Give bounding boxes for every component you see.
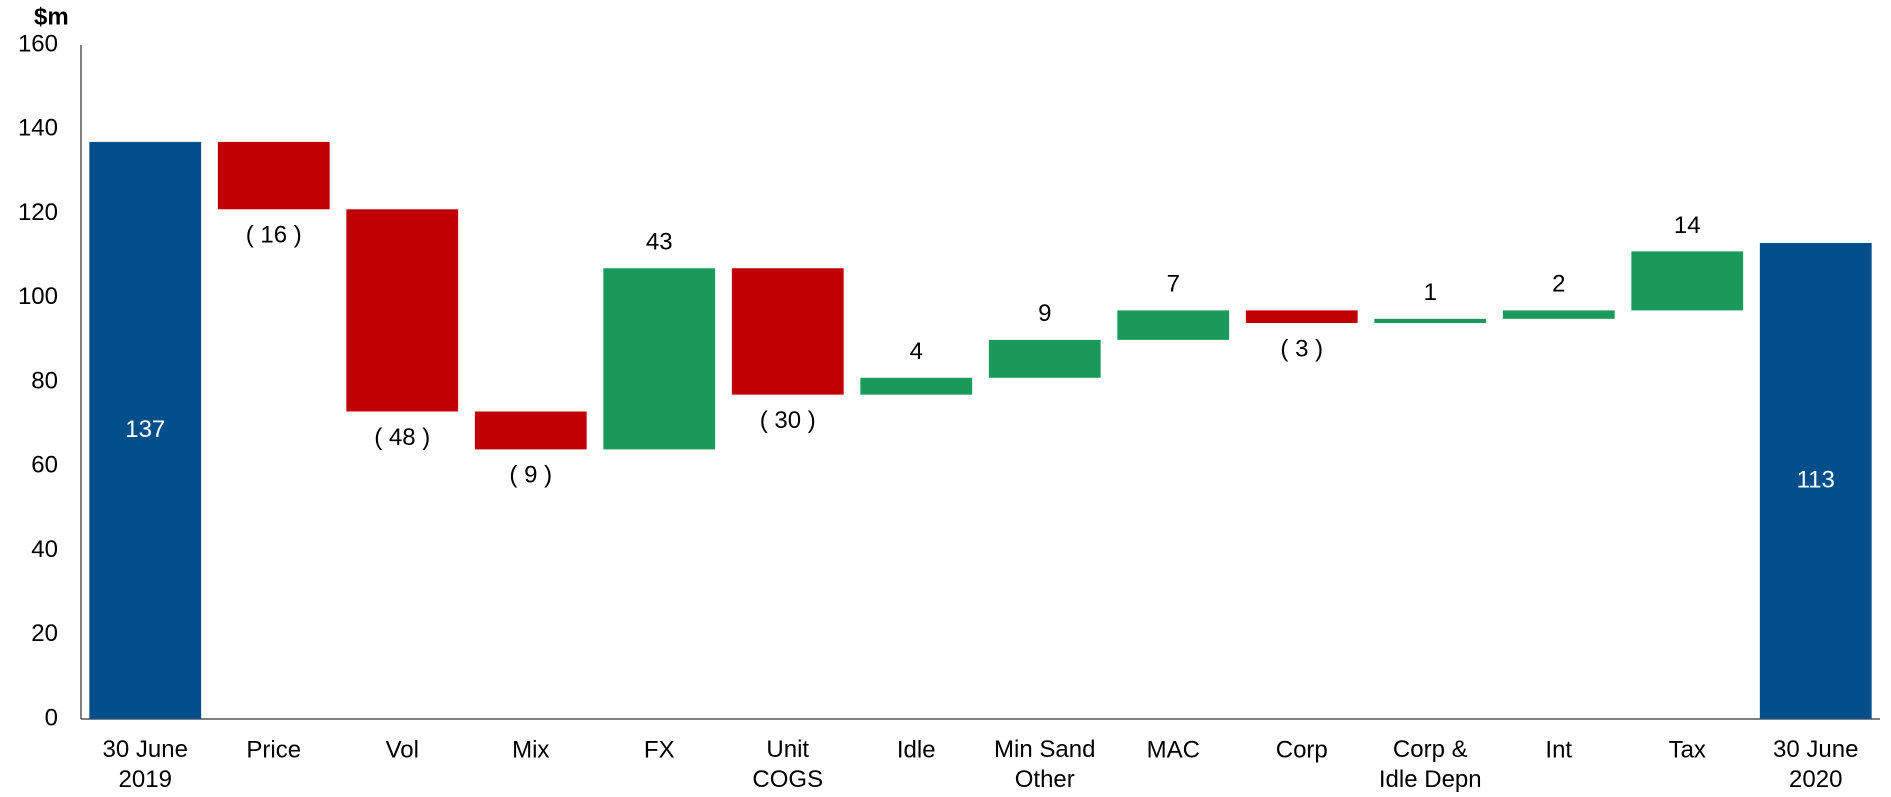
bar: [731, 268, 844, 395]
x-tick-label: Min Sand Other: [994, 736, 1095, 793]
value-label: ( 16 ): [246, 222, 302, 249]
x-tick-label: Int: [1545, 736, 1572, 763]
y-tick-label: 60: [31, 452, 58, 479]
x-tick-label: Mix: [512, 736, 549, 763]
value-label: 43: [646, 229, 673, 256]
y-tick-label: 20: [31, 620, 58, 647]
bar: [988, 339, 1101, 378]
x-tick-label: Tax: [1669, 736, 1706, 763]
y-tick-label: 140: [18, 115, 58, 142]
x-tick-label: Corp & Idle Depn: [1379, 736, 1482, 793]
bar: [1374, 318, 1487, 324]
bar: [346, 209, 459, 412]
bar: [1502, 310, 1615, 319]
y-tick-label: 120: [18, 199, 58, 226]
value-label: 14: [1674, 212, 1701, 239]
bar: [89, 141, 202, 719]
x-tick-label: FX: [644, 736, 675, 763]
x-tick-label: Unit COGS: [752, 736, 823, 793]
x-tick-label: Price: [246, 736, 301, 763]
y-tick-label: 160: [18, 30, 58, 57]
bar: [603, 268, 716, 450]
value-label: 4: [910, 338, 923, 365]
x-tick-label: MAC: [1147, 736, 1200, 763]
bar: [1631, 251, 1744, 311]
x-tick-label: Corp: [1276, 736, 1328, 763]
value-label: 1: [1424, 279, 1437, 306]
value-label: ( 9 ): [509, 462, 552, 489]
value-label: 9: [1038, 300, 1051, 327]
bar: [1759, 242, 1872, 720]
bar: [474, 411, 587, 450]
bar: [860, 377, 973, 395]
value-label: 113: [1797, 466, 1835, 493]
y-tick-label: 40: [31, 536, 58, 563]
value-label: ( 48 ): [374, 424, 430, 451]
value-label: ( 30 ): [760, 407, 816, 434]
value-label: 137: [125, 416, 165, 443]
bar: [1245, 310, 1358, 324]
bar: [1117, 310, 1230, 340]
x-tick-label: 30 June 2019: [103, 736, 188, 793]
y-tick-label: 80: [31, 367, 58, 394]
value-label: 7: [1167, 271, 1180, 298]
y-tick-label: 0: [45, 704, 58, 731]
x-tick-label: Idle: [897, 736, 936, 763]
bar: [217, 141, 330, 210]
x-tick-label: Vol: [386, 736, 419, 763]
y-axis-label: $m: [34, 3, 69, 30]
value-label: ( 3 ): [1280, 335, 1323, 362]
x-tick-label: 30 June 2020: [1773, 736, 1858, 793]
y-tick-label: 100: [18, 283, 58, 310]
value-label: 2: [1552, 271, 1565, 298]
